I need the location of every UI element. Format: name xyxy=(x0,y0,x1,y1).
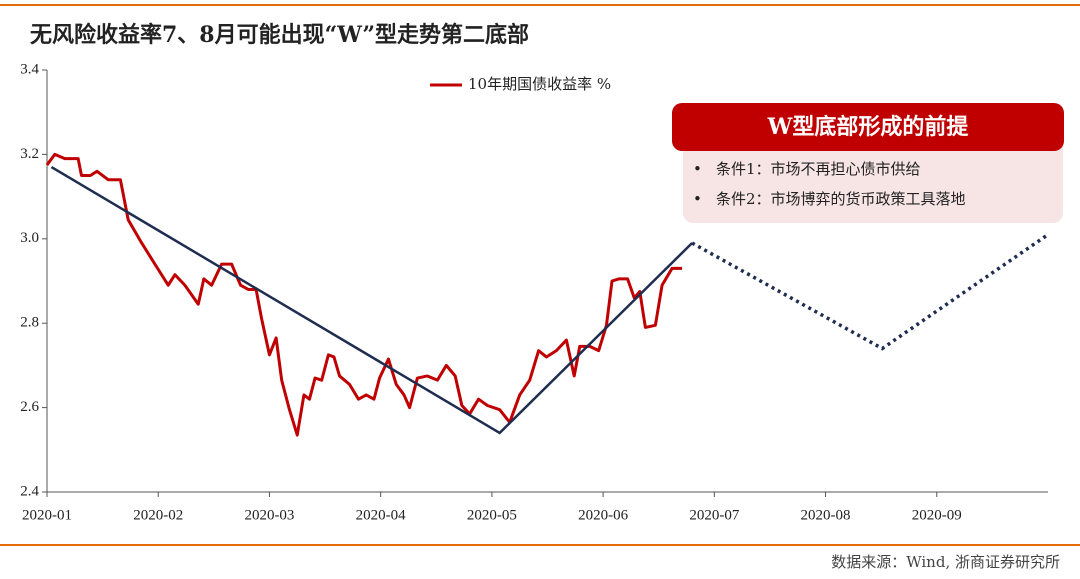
trend-line xyxy=(50,165,693,435)
callout-item: 条件2：市场博弈的货币政策工具落地 xyxy=(716,190,966,208)
bullet: • xyxy=(693,160,702,178)
y-tick-label: 3.0 xyxy=(20,230,39,246)
data-line xyxy=(45,152,683,437)
y-tick-label: 3.2 xyxy=(20,146,39,162)
y-tick-label: 2.8 xyxy=(20,315,39,331)
x-tick-label: 2020-08 xyxy=(801,507,851,523)
legend-label: 10年期国债收益率 % xyxy=(468,75,611,93)
forecast-line xyxy=(691,233,1049,351)
y-tick-label: 2.4 xyxy=(20,483,39,499)
callout-item: 条件1：市场不再担心债市供给 xyxy=(716,160,921,178)
callout-header xyxy=(672,103,1064,151)
x-tick-label: 2020-09 xyxy=(912,507,962,523)
source: 数据来源：Wind, 浙商证券研究所 xyxy=(831,553,1060,571)
bullet: • xyxy=(693,190,702,208)
x-tick-label: 2020-02 xyxy=(133,507,183,523)
y-tick-label: 3.4 xyxy=(20,61,39,77)
x-tick-label: 2020-03 xyxy=(244,507,294,523)
x-tick-label: 2020-01 xyxy=(22,507,72,523)
x-tick-label: 2020-05 xyxy=(467,507,517,523)
x-tick-label: 2020-07 xyxy=(689,507,739,523)
chart-title: 无风险收益率7、8月可能出现“W”型走势第二底部 xyxy=(30,22,529,48)
x-tick-label: 2020-06 xyxy=(578,507,628,523)
x-tick-label: 2020-04 xyxy=(356,507,406,523)
y-tick-label: 2.6 xyxy=(20,399,39,415)
callout-title: W型底部形成的前提 xyxy=(767,114,970,140)
